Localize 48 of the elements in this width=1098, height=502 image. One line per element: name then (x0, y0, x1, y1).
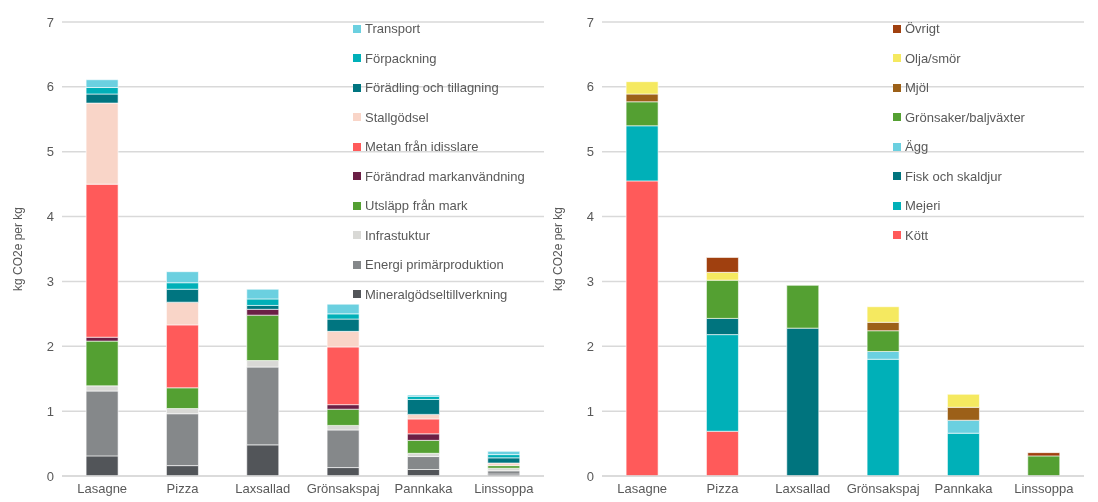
legend-label: Förpackning (365, 50, 437, 66)
x-tick-label: Pizza (166, 481, 200, 497)
legend-label: Metan från idisslare (365, 139, 479, 155)
x-tick-label: Linssoppa (474, 481, 535, 497)
legend-label: Ägg (905, 139, 929, 155)
legend-label: Förändrad markanvändning (365, 168, 525, 184)
legend-label: Mjöl (905, 80, 929, 96)
y-tick-label: 7 (586, 14, 594, 30)
y-axis-title: kg CO2e per kg (551, 206, 566, 292)
x-tick-label: Laxsallad (775, 481, 831, 497)
y-tick-label: 1 (46, 403, 54, 419)
legend-label: Olja/smör (905, 50, 961, 66)
x-tick-label: Grönsakspaj (846, 481, 920, 497)
x-tick-label: Lasagne (77, 481, 128, 497)
y-tick-label: 4 (586, 209, 594, 225)
y-tick-label: 7 (46, 14, 54, 30)
legend-label: Utsläpp från mark (365, 198, 468, 214)
x-tick-label: Pannkaka (394, 481, 454, 497)
legend-label: Grönsaker/baljväxter (905, 109, 1025, 125)
legend-label: Förädling och tillagning (365, 80, 499, 96)
x-tick-label: Linssoppa (1014, 481, 1075, 497)
x-tick-label: Lasagne (617, 481, 668, 497)
y-tick-label: 1 (586, 403, 594, 419)
y-tick-label: 3 (46, 274, 54, 290)
x-tick-label: Laxsallad (235, 481, 291, 497)
legend-label: Mejeri (905, 198, 941, 214)
x-tick-label: Pannkaka (934, 481, 994, 497)
y-tick-label: 6 (586, 79, 594, 95)
y-tick-label: 0 (46, 468, 54, 484)
y-tick-label: 5 (586, 144, 594, 160)
legend-label: Infrastuktur (365, 227, 431, 243)
y-tick-label: 4 (46, 209, 54, 225)
legend-label: Transport (365, 21, 421, 37)
y-tick-label: 2 (46, 338, 54, 354)
x-tick-label: Grönsakspaj (306, 481, 380, 497)
legend-label: Övrigt (905, 21, 940, 37)
y-tick-label: 0 (586, 468, 594, 484)
y-tick-label: 6 (46, 79, 54, 95)
legend-label: Fisk och skaldjur (905, 168, 1002, 184)
y-tick-label: 2 (586, 338, 594, 354)
y-axis-title: kg CO2e per kg (11, 206, 26, 292)
y-tick-label: 3 (586, 274, 594, 290)
legend-label: Stallgödsel (365, 109, 429, 125)
legend-label: Kött (905, 227, 929, 243)
legend-label: Mineralgödseltillverkning (365, 286, 508, 302)
y-tick-label: 5 (46, 144, 54, 160)
x-tick-label: Pizza (706, 481, 740, 497)
legend-label: Energi primärproduktion (365, 257, 504, 273)
